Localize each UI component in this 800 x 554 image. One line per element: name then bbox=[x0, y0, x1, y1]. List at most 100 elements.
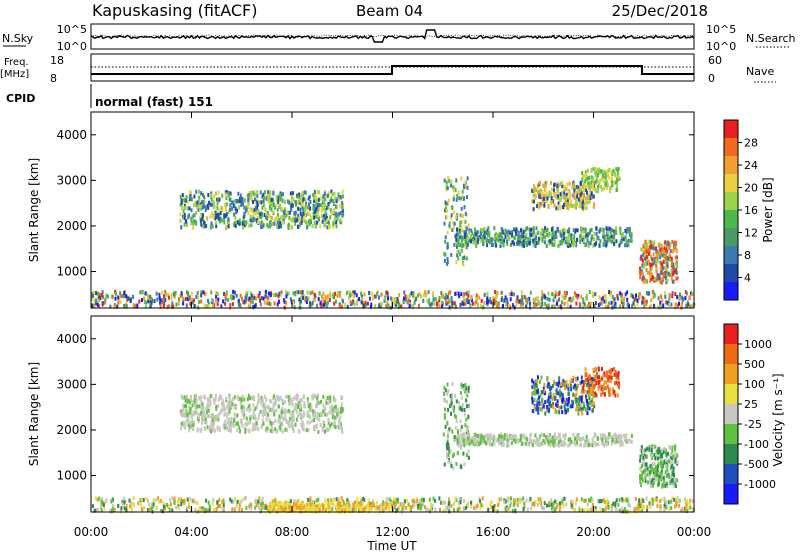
velocity-echo bbox=[595, 442, 598, 447]
power-echo bbox=[113, 304, 116, 309]
power-echo bbox=[447, 176, 450, 181]
power-echo bbox=[98, 304, 101, 309]
power-colorbar-segment bbox=[724, 138, 738, 157]
velocity-echo bbox=[236, 428, 239, 433]
power-echo bbox=[297, 290, 300, 295]
velocity-echo bbox=[228, 395, 231, 400]
power-echo bbox=[317, 215, 320, 220]
velocity-echo bbox=[452, 453, 454, 458]
velocity-echo bbox=[613, 439, 616, 444]
velocity-echo bbox=[298, 411, 301, 416]
velocity-echo bbox=[460, 438, 463, 443]
velocity-echo bbox=[279, 426, 282, 431]
velocity-echo bbox=[236, 500, 239, 504]
velocity-echo bbox=[302, 506, 305, 511]
power-echo bbox=[341, 203, 344, 208]
date-title: 25/Dec/2018 bbox=[612, 2, 708, 20]
power-echo bbox=[121, 294, 124, 299]
power-echo bbox=[466, 237, 469, 242]
velocity-echo bbox=[541, 442, 544, 446]
velocity-echo bbox=[670, 499, 673, 504]
power-echo bbox=[247, 211, 250, 216]
velocity-echo bbox=[164, 503, 167, 507]
power-echo bbox=[297, 224, 299, 229]
power-echo bbox=[613, 304, 616, 309]
power-echo bbox=[662, 266, 665, 271]
power-echo bbox=[573, 195, 576, 200]
power-echo bbox=[583, 205, 586, 210]
power-echo bbox=[432, 291, 434, 296]
velocity-echo bbox=[586, 502, 589, 507]
velocity-echo bbox=[540, 432, 543, 437]
power-echo bbox=[105, 293, 108, 298]
power-echo bbox=[190, 197, 193, 202]
power-echo bbox=[597, 167, 600, 172]
power-echo bbox=[566, 304, 569, 309]
power-echo bbox=[332, 210, 335, 215]
velocity-echo bbox=[270, 425, 273, 430]
power-echo bbox=[575, 205, 578, 210]
velocity-echo bbox=[227, 428, 230, 433]
velocity-echo bbox=[187, 420, 190, 425]
power-echo bbox=[209, 225, 212, 230]
velocity-echo bbox=[271, 407, 274, 412]
velocity-echo bbox=[335, 408, 338, 413]
power-echo bbox=[296, 218, 299, 223]
velocity-echo bbox=[476, 503, 479, 508]
power-echo bbox=[511, 229, 514, 234]
power-echo bbox=[450, 253, 453, 257]
power-echo bbox=[216, 210, 219, 215]
velocity-echo bbox=[531, 443, 534, 448]
power-echo bbox=[252, 296, 255, 300]
power-echo bbox=[238, 199, 241, 204]
velocity-echo bbox=[296, 505, 299, 510]
power-echo bbox=[441, 300, 444, 305]
power-echo bbox=[575, 301, 578, 306]
power-echo bbox=[458, 293, 461, 298]
power-echo bbox=[191, 225, 194, 230]
velocity-echo bbox=[461, 407, 464, 412]
power-echo bbox=[580, 182, 583, 186]
power-echo bbox=[605, 243, 608, 248]
power-echo bbox=[612, 168, 615, 173]
power-echo bbox=[195, 201, 197, 206]
power-echo bbox=[420, 294, 423, 299]
power-echo bbox=[489, 239, 492, 244]
power-echo bbox=[596, 173, 599, 178]
velocity-echo bbox=[459, 464, 462, 469]
power-echo bbox=[336, 294, 339, 299]
velocity-echo bbox=[663, 507, 666, 512]
power-echo bbox=[563, 190, 566, 195]
power-echo bbox=[278, 224, 281, 229]
velocity-echo bbox=[201, 405, 204, 410]
velocity-echo bbox=[210, 414, 213, 419]
power-echo bbox=[618, 243, 621, 248]
velocity-echo bbox=[147, 498, 149, 503]
velocity-echo bbox=[576, 436, 579, 441]
power-echo bbox=[649, 262, 652, 267]
power-echo bbox=[262, 198, 265, 203]
velocity-echo bbox=[419, 506, 422, 511]
power-echo bbox=[545, 180, 548, 185]
power-echo bbox=[619, 226, 622, 231]
power-echo bbox=[252, 213, 255, 217]
power-echo bbox=[443, 178, 446, 183]
power-echo bbox=[380, 302, 383, 306]
velocity-echo bbox=[367, 506, 370, 510]
velocity-echo bbox=[173, 501, 176, 506]
power-echo bbox=[215, 191, 217, 196]
power-echo bbox=[311, 224, 314, 229]
power-echo bbox=[586, 194, 589, 199]
velocity-echo bbox=[465, 386, 468, 391]
velocity-echo bbox=[214, 397, 217, 402]
velocity-echo bbox=[212, 397, 215, 402]
power-echo bbox=[465, 229, 468, 234]
velocity-echo bbox=[218, 426, 221, 431]
power-echo bbox=[218, 219, 221, 224]
velocity-echo bbox=[594, 506, 597, 511]
power-echo bbox=[496, 233, 498, 238]
power-echo bbox=[494, 239, 497, 244]
velocity-echo bbox=[206, 396, 209, 401]
velocity-echo bbox=[602, 434, 605, 439]
power-echo bbox=[523, 243, 526, 248]
